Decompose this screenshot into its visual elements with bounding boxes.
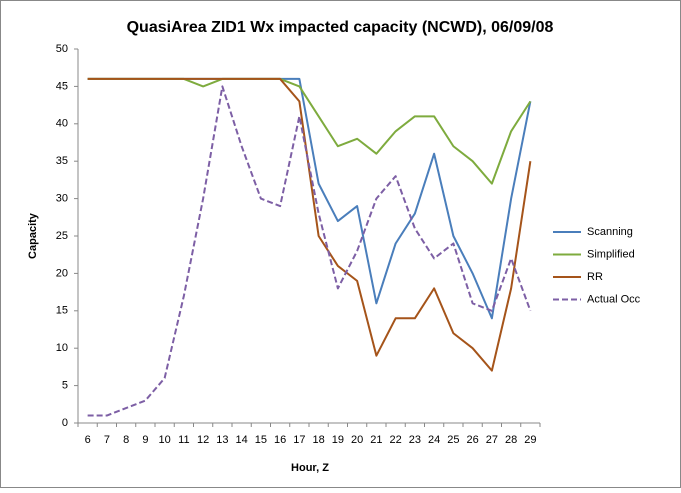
x-tick-label: 9 <box>142 434 148 446</box>
x-tick-label: 10 <box>159 434 171 446</box>
y-tick-label: 15 <box>56 305 68 317</box>
legend-label: Actual Occ <box>587 293 641 305</box>
y-tick-label: 40 <box>56 118 68 130</box>
x-axis-label: Hour, Z <box>291 462 329 474</box>
series-line <box>87 85 532 417</box>
x-tick-label: 19 <box>332 434 344 446</box>
x-tick-label: 7 <box>104 434 110 446</box>
y-tick-label: 45 <box>56 80 68 92</box>
x-tick-label: 17 <box>293 434 305 446</box>
y-tick-label: 30 <box>56 193 68 205</box>
x-tick-label: 13 <box>216 434 228 446</box>
x-tick-label: 12 <box>197 434 209 446</box>
chart-title: QuasiArea ZID1 Wx impacted capacity (NCW… <box>127 19 554 36</box>
x-tick-label: 29 <box>524 434 536 446</box>
y-tick-label: 35 <box>56 155 68 167</box>
y-tick-label: 20 <box>56 267 68 279</box>
x-tick-label: 14 <box>236 434 248 446</box>
x-tick-label: 27 <box>486 434 498 446</box>
legend-label: Simplified <box>587 248 635 260</box>
y-tick-label: 25 <box>56 230 68 242</box>
x-tick-label: 26 <box>467 434 479 446</box>
x-tick-label: 28 <box>505 434 517 446</box>
x-tick-label: 6 <box>85 434 91 446</box>
x-tick-label: 8 <box>123 434 129 446</box>
legend-label: Scanning <box>587 226 633 238</box>
y-axis-label: Capacity <box>27 212 39 259</box>
legend-label: RR <box>587 271 603 283</box>
y-tick-label: 5 <box>62 380 68 392</box>
x-tick-label: 18 <box>313 434 325 446</box>
x-tick-label: 15 <box>255 434 267 446</box>
x-tick-label: 24 <box>428 434 440 446</box>
y-tick-label: 10 <box>56 342 68 354</box>
x-tick-label: 11 <box>178 434 189 446</box>
x-tick-label: 22 <box>390 434 402 446</box>
x-tick-label: 23 <box>409 434 421 446</box>
x-tick-label: 20 <box>351 434 363 446</box>
x-tick-label: 16 <box>274 434 286 446</box>
y-tick-label: 0 <box>62 417 68 429</box>
x-tick-label: 25 <box>447 434 459 446</box>
x-tick-label: 21 <box>370 434 382 446</box>
y-tick-label: 50 <box>56 43 68 55</box>
